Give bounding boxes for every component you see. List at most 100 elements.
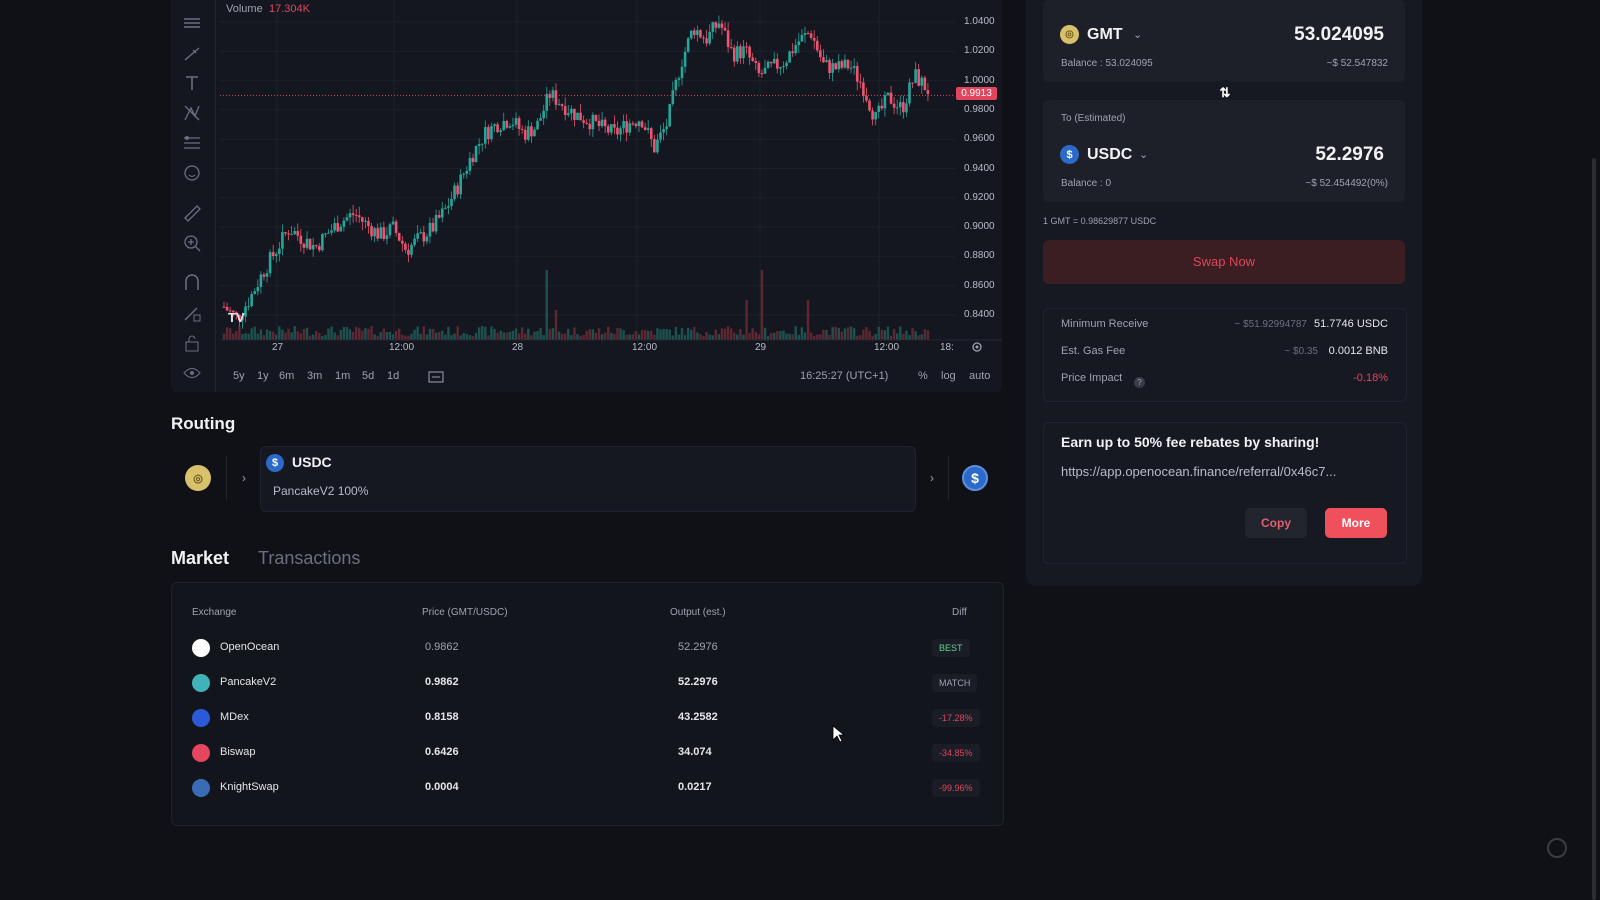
tab-transactions[interactable]: Transactions: [258, 548, 361, 568]
candle-body: [579, 112, 582, 121]
swap-now-button[interactable]: Swap Now: [1043, 240, 1405, 284]
table-row[interactable]: KnightSwap 0.0004 0.0217 -99.96%: [190, 773, 980, 805]
smiley-icon[interactable]: [181, 162, 203, 184]
eye-icon[interactable]: [181, 362, 203, 384]
more-button[interactable]: More: [1325, 508, 1387, 538]
magnet-icon[interactable]: [181, 272, 203, 294]
volume-bar: [594, 332, 598, 340]
volume-bar: [763, 327, 767, 340]
lines-icon[interactable]: [181, 12, 203, 34]
table-row[interactable]: OpenOcean 0.9862 52.2976 BEST: [190, 633, 980, 665]
candle-body: [742, 46, 745, 59]
candle-body: [462, 173, 466, 175]
volume-bar: [591, 329, 595, 340]
volume-bar: [680, 327, 684, 340]
candle-body: [465, 170, 469, 174]
exchange-rate: 1 GMT = 0.98629877 USDC: [1043, 216, 1157, 226]
candle-body: [606, 126, 610, 133]
routing-title: Routing: [171, 414, 236, 433]
candle-body: [696, 30, 699, 36]
forecast-icon[interactable]: [181, 132, 203, 154]
from-amount-input[interactable]: 53.024095: [1294, 24, 1384, 45]
range-button-6m[interactable]: 6m: [279, 370, 295, 382]
volume-bar: [447, 326, 450, 340]
candle-body: [370, 226, 373, 237]
unlock-icon[interactable]: [181, 332, 203, 354]
table-row[interactable]: PancakeV2 0.9862 52.2976 MATCH: [190, 668, 980, 700]
chevron-down-icon[interactable]: ⌄: [1133, 29, 1143, 41]
range-button-5y[interactable]: 5y: [233, 370, 245, 382]
copy-button[interactable]: Copy: [1245, 508, 1307, 538]
candle-body: [324, 233, 327, 235]
candle-body: [493, 124, 496, 127]
volume-bar: [751, 328, 754, 340]
tab-market[interactable]: Market: [171, 548, 230, 568]
brush-icon[interactable]: [181, 42, 203, 64]
candle-body: [926, 90, 930, 94]
settings-gear-icon[interactable]: [970, 340, 984, 359]
range-button-1d[interactable]: 1d: [387, 370, 400, 382]
exchange-name: OpenOcean: [220, 641, 280, 653]
route-pool-label: PancakeV2 100%: [273, 484, 369, 498]
candle-body: [880, 105, 884, 109]
candle-body: [483, 127, 487, 144]
percent-scale-button[interactable]: %: [918, 370, 928, 382]
volume-bar: [745, 300, 748, 340]
table-row[interactable]: MDex 0.8158 43.2582 -17.28%: [190, 703, 980, 735]
volume-bar: [235, 331, 238, 340]
pattern-icon[interactable]: [181, 102, 203, 124]
candle-body: [262, 274, 266, 277]
table-row[interactable]: Biswap 0.6426 34.074 -34.85%: [190, 738, 980, 770]
candle-body: [874, 112, 877, 120]
chevron-down-icon[interactable]: ⌄: [1139, 149, 1149, 161]
volume-bar: [256, 333, 260, 340]
scrollbar[interactable]: [1592, 158, 1596, 900]
to-token-symbol[interactable]: USDC: [1087, 146, 1133, 163]
text-icon[interactable]: [181, 72, 203, 94]
candlestick-chart[interactable]: [0, 0, 1010, 392]
volume-bar: [318, 333, 321, 340]
auto-scale-button[interactable]: auto: [969, 370, 991, 382]
ruler-icon[interactable]: [181, 202, 203, 224]
volume-bar: [576, 334, 579, 340]
volume-bar: [739, 328, 742, 340]
candle-body: [782, 66, 785, 68]
range-button-1m[interactable]: 1m: [335, 370, 351, 382]
log-scale-button[interactable]: log: [941, 370, 956, 382]
volume-bar: [275, 334, 278, 340]
volume-bar: [533, 331, 536, 340]
volume-bar: [299, 333, 303, 340]
range-button-5d[interactable]: 5d: [362, 370, 375, 382]
candle-body: [862, 82, 865, 96]
y-tick-label: 0.8800: [964, 250, 995, 262]
volume-bar: [843, 328, 847, 340]
volume-bar: [284, 332, 287, 340]
referral-link[interactable]: https://app.openocean.finance/referral/0…: [1061, 464, 1337, 479]
volume-bar: [567, 328, 570, 340]
volume-bar: [726, 326, 730, 340]
volume-bar: [539, 328, 542, 340]
output-cell: 52.2976: [678, 676, 718, 688]
volume-bar: [530, 335, 533, 340]
volume-bar: [520, 327, 524, 340]
swap-details: [1043, 308, 1407, 402]
candle-body: [428, 222, 432, 237]
volume-bar: [883, 330, 887, 340]
volume-bar: [582, 334, 585, 340]
candle-body: [616, 127, 619, 135]
zoom-in-icon[interactable]: [181, 232, 203, 254]
candle-body: [923, 77, 927, 91]
from-token-symbol[interactable]: GMT: [1087, 26, 1123, 43]
volume-bar: [376, 335, 379, 340]
volume-bar: [456, 326, 459, 340]
volume-bar: [859, 335, 862, 340]
range-button-1y[interactable]: 1y: [257, 370, 269, 382]
range-button-3m[interactable]: 3m: [307, 370, 323, 382]
detail-label: Minimum Receive: [1061, 318, 1149, 330]
candle-body: [511, 124, 515, 127]
help-icon[interactable]: ?: [1134, 377, 1145, 388]
lock-drawing-icon[interactable]: [181, 302, 203, 324]
volume-bar: [321, 335, 324, 340]
volume-bar: [668, 329, 671, 340]
compare-icon[interactable]: [428, 370, 444, 388]
